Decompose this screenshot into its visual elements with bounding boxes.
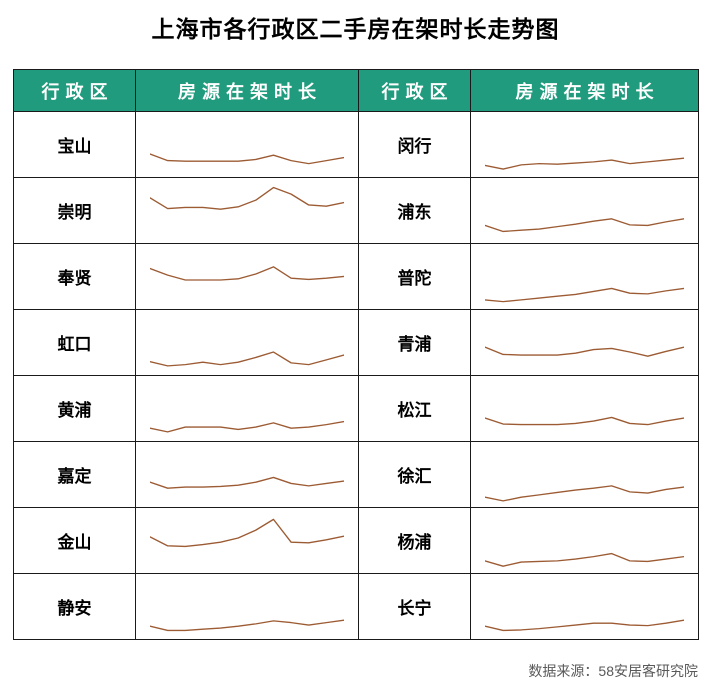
district-name: 徐汇 [358, 441, 471, 508]
table-row: 虹口 青浦 [13, 309, 699, 376]
sparkline-cell [135, 507, 359, 574]
sparkline-chart [150, 186, 344, 210]
sparkline-chart [150, 476, 344, 489]
sparkline-cell [470, 177, 699, 244]
sparkline-chart [150, 350, 344, 367]
district-name: 虹口 [13, 309, 136, 376]
district-sparkline-table: 行政区 房源在架时长 行政区 房源在架时长 宝山 闵行 崇明 浦东 奉贤 普陀 虹口 青浦 黄浦… [13, 69, 699, 640]
sparkline-path [485, 157, 684, 170]
sparkline-chart [485, 157, 684, 170]
sparkline-cell [470, 309, 699, 376]
sparkline-path [150, 152, 344, 164]
table-row: 嘉定 徐汇 [13, 441, 699, 508]
table-row: 金山 杨浦 [13, 507, 699, 574]
sparkline-path [485, 345, 684, 357]
sparkline-chart [485, 552, 684, 567]
sparkline-path [485, 416, 684, 425]
sparkline-chart [485, 287, 684, 302]
district-name: 青浦 [358, 309, 471, 376]
data-source-note: 数据来源：58安居客研究院 [528, 663, 698, 679]
sparkline-cell [135, 441, 359, 508]
sparkline-chart [150, 420, 344, 433]
district-name: 闵行 [358, 111, 471, 178]
sparkline-path [150, 186, 344, 210]
sparkline-chart [485, 484, 684, 502]
sparkline-chart [150, 152, 344, 164]
sparkline-cell [470, 441, 699, 508]
sparkline-cell [135, 573, 359, 640]
table-row: 宝山 闵行 [13, 111, 699, 178]
sparkline-path [485, 619, 684, 631]
district-name: 金山 [13, 507, 136, 574]
header-district-right: 行政区 [358, 69, 471, 112]
sparkline-path [485, 287, 684, 302]
sparkline-path [485, 552, 684, 567]
sparkline-cell [135, 309, 359, 376]
district-name: 普陀 [358, 243, 471, 310]
district-name: 静安 [13, 573, 136, 640]
sparkline-chart [150, 518, 344, 547]
sparkline-chart [150, 619, 344, 631]
table-header: 行政区 房源在架时长 行政区 房源在架时长 [13, 69, 699, 112]
sparkline-cell [135, 375, 359, 442]
sparkline-path [485, 217, 684, 232]
header-district-left: 行政区 [13, 69, 136, 112]
sparkline-path [150, 619, 344, 631]
table-row: 黄浦 松江 [13, 375, 699, 442]
district-name: 崇明 [13, 177, 136, 244]
sparkline-path [150, 265, 344, 281]
header-duration-left: 房源在架时长 [135, 69, 359, 112]
sparkline-chart [485, 619, 684, 631]
sparkline-chart [485, 416, 684, 425]
sparkline-cell [470, 507, 699, 574]
district-name: 浦东 [358, 177, 471, 244]
table-row: 奉贤 普陀 [13, 243, 699, 310]
district-name: 松江 [358, 375, 471, 442]
sparkline-chart [150, 265, 344, 281]
sparkline-path [150, 518, 344, 547]
sparkline-path [150, 476, 344, 489]
sparkline-path [485, 484, 684, 502]
sparkline-chart [485, 217, 684, 232]
header-duration-right: 房源在架时长 [470, 69, 699, 112]
table-row: 静安 长宁 [13, 573, 699, 640]
district-name: 杨浦 [358, 507, 471, 574]
district-name: 奉贤 [13, 243, 136, 310]
sparkline-path [150, 350, 344, 367]
table-body: 宝山 闵行崇明 浦东奉贤 普陀虹口 青浦黄浦 松江嘉定 徐汇金山 杨浦静安 长宁 [13, 111, 699, 640]
sparkline-cell [470, 243, 699, 310]
district-name: 长宁 [358, 573, 471, 640]
sparkline-cell [470, 573, 699, 640]
table-row: 崇明 浦东 [13, 177, 699, 244]
sparkline-cell [470, 375, 699, 442]
sparkline-cell [135, 177, 359, 244]
district-name: 黄浦 [13, 375, 136, 442]
sparkline-chart [485, 345, 684, 357]
district-name: 嘉定 [13, 441, 136, 508]
sparkline-cell [470, 111, 699, 178]
page-title: 上海市各行政区二手房在架时长走势图 [151, 16, 560, 42]
sparkline-cell [135, 111, 359, 178]
sparkline-cell [135, 243, 359, 310]
sparkline-path [150, 420, 344, 433]
district-name: 宝山 [13, 111, 136, 178]
header-row: 行政区 房源在架时长 行政区 房源在架时长 [13, 69, 699, 112]
